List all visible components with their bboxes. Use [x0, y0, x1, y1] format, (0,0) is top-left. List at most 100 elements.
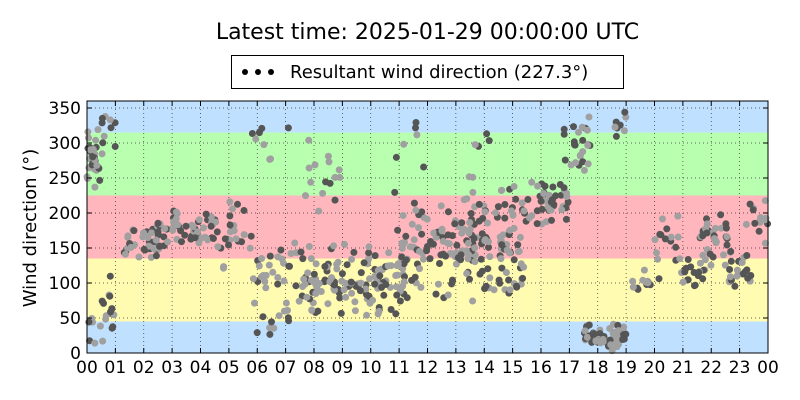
- data-point: [514, 241, 522, 249]
- data-point: [280, 277, 288, 285]
- data-point: [579, 136, 587, 144]
- data-point: [86, 337, 94, 345]
- data-point: [485, 243, 492, 251]
- data-point: [362, 290, 370, 298]
- x-tick-label: 19: [615, 358, 637, 378]
- data-point: [321, 263, 329, 270]
- data-point: [284, 124, 292, 132]
- data-point: [324, 152, 332, 160]
- data-point: [510, 256, 518, 264]
- data-point: [476, 270, 484, 278]
- data-point: [284, 314, 292, 322]
- data-point: [490, 286, 498, 294]
- x-tick-label: 00: [76, 358, 98, 378]
- data-point: [124, 232, 132, 240]
- data-point: [606, 325, 614, 332]
- direction-band: [87, 101, 768, 133]
- data-point: [378, 283, 386, 291]
- data-point: [336, 294, 344, 302]
- data-point: [399, 212, 407, 219]
- data-point: [696, 259, 704, 267]
- data-point: [262, 271, 270, 279]
- data-point: [457, 251, 465, 259]
- data-point: [305, 136, 313, 144]
- data-point: [410, 236, 418, 244]
- data-point: [679, 278, 687, 286]
- data-point: [613, 343, 621, 351]
- data-point: [528, 178, 536, 186]
- data-point: [295, 297, 303, 305]
- data-point: [393, 291, 401, 299]
- data-point: [720, 251, 727, 259]
- data-point: [240, 207, 248, 214]
- data-point: [444, 208, 452, 216]
- data-point: [467, 210, 475, 217]
- data-point: [442, 252, 449, 260]
- data-point: [325, 158, 333, 166]
- data-point: [225, 241, 232, 249]
- data-point: [342, 293, 350, 301]
- data-point: [717, 224, 725, 232]
- data-point: [376, 272, 384, 280]
- y-tick-label: 200: [49, 204, 81, 224]
- y-tick-label: 150: [49, 239, 81, 259]
- x-tick-label: 23: [729, 358, 751, 378]
- data-point: [178, 238, 185, 246]
- data-point: [374, 266, 382, 274]
- data-point: [611, 328, 619, 336]
- data-point: [307, 255, 315, 263]
- data-point: [717, 211, 725, 219]
- data-point: [607, 341, 615, 349]
- x-tick-label: 00: [757, 358, 779, 378]
- legend-label: Resultant wind direction (227.3°): [290, 61, 589, 83]
- data-point: [510, 183, 518, 190]
- data-point: [541, 182, 549, 190]
- data-point: [408, 220, 416, 228]
- data-point: [96, 322, 104, 330]
- data-point: [546, 206, 554, 214]
- data-point: [240, 231, 248, 239]
- data-point: [161, 225, 169, 233]
- data-point: [533, 220, 541, 228]
- data-point: [365, 243, 373, 251]
- data-point: [140, 245, 148, 253]
- data-point: [384, 262, 392, 270]
- data-point: [226, 198, 234, 206]
- data-point: [640, 266, 648, 274]
- data-point: [492, 209, 499, 217]
- data-point: [727, 248, 735, 255]
- data-point: [261, 277, 269, 285]
- data-point: [130, 227, 138, 235]
- data-point: [260, 141, 268, 149]
- data-point: [89, 153, 97, 161]
- data-point: [560, 130, 568, 138]
- data-point: [392, 153, 400, 161]
- data-point: [502, 269, 510, 276]
- data-point: [328, 274, 335, 282]
- data-point: [371, 280, 379, 288]
- data-point: [259, 313, 267, 321]
- data-point: [297, 248, 305, 256]
- data-point: [691, 281, 699, 289]
- data-point: [451, 220, 459, 228]
- data-point: [253, 329, 261, 337]
- data-point: [277, 246, 285, 254]
- x-tick-label: 14: [473, 358, 495, 378]
- data-point: [305, 243, 313, 250]
- data-point: [99, 337, 107, 345]
- data-point: [366, 275, 373, 283]
- data-point: [710, 235, 718, 243]
- data-point: [338, 277, 346, 285]
- data-point: [437, 202, 445, 210]
- data-point: [540, 190, 548, 197]
- data-point: [89, 145, 97, 153]
- data-point: [412, 124, 419, 132]
- y-tick-label: 300: [49, 134, 81, 154]
- data-point: [314, 307, 322, 315]
- data-point: [366, 299, 374, 307]
- data-point: [463, 270, 471, 277]
- data-point: [313, 283, 321, 291]
- data-point: [733, 272, 741, 280]
- data-point: [690, 269, 698, 276]
- data-point: [252, 135, 260, 143]
